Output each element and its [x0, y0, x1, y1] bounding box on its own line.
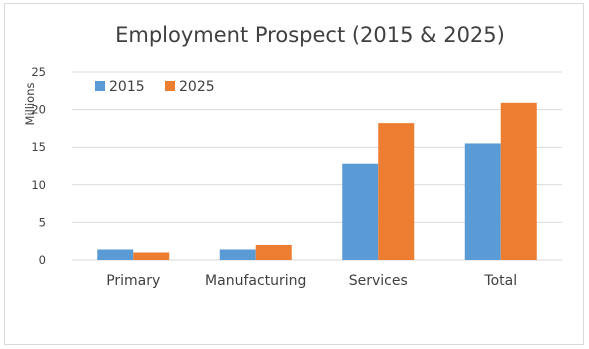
chart-title: Employment Prospect (2015 & 2025): [115, 23, 505, 47]
bar-manufacturing-2015: [219, 249, 256, 260]
legend-label-2015: 2015: [109, 79, 145, 95]
category-labels: Primary Manufacturing Services Total: [106, 273, 517, 289]
bar-manufacturing-2025: [255, 244, 292, 260]
bar-total-2025: [500, 102, 537, 260]
category-label-total: Total: [483, 273, 517, 289]
category-label-manufacturing: Manufacturing: [205, 273, 306, 289]
category-label-services: Services: [349, 273, 408, 289]
y-tick-label: 5: [39, 215, 46, 229]
bar-primary-2025: [133, 252, 170, 260]
y-tick-label: 25: [31, 65, 46, 79]
legend: 2015 2025: [95, 79, 215, 95]
y-tick-label: 15: [31, 140, 46, 154]
bar-services-2015: [342, 163, 379, 260]
y-axis-title: Millions: [23, 82, 37, 125]
category-label-primary: Primary: [106, 273, 160, 289]
legend-swatch-2015: [95, 81, 105, 91]
bar-total-2015: [464, 143, 501, 260]
bar-primary-2015: [97, 249, 134, 260]
bars: [97, 102, 537, 260]
bar-services-2025: [378, 123, 415, 260]
legend-label-2025: 2025: [179, 79, 215, 95]
y-tick-label: 20: [31, 103, 46, 117]
legend-swatch-2025: [165, 81, 175, 91]
y-tick-labels: 0 5 10 15 20 25: [31, 65, 46, 267]
y-tick-label: 10: [31, 178, 46, 192]
y-tick-label: 0: [39, 253, 46, 267]
